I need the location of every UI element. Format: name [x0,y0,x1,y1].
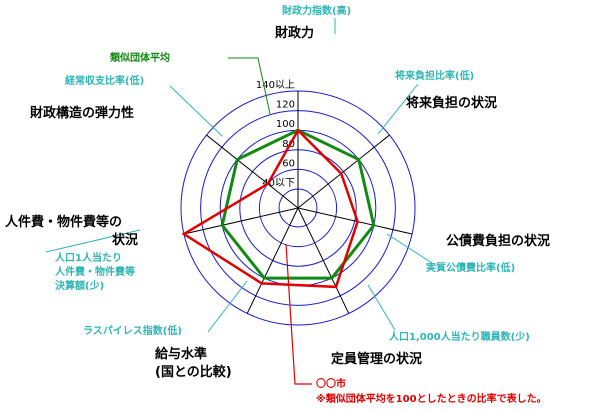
axis-title: 財政構造の弾力性 [29,105,134,121]
series-line-city [181,128,359,289]
indicator-arrow [45,229,141,253]
indicator-label: 人口1人当たり人件費・物件費等決算額(少) [55,251,135,292]
axis-title: 将来負担の状況 [406,95,497,111]
series-line-average [220,128,376,280]
indicator-arrow [207,280,248,333]
axis-title: 定員管理の状況 [330,351,422,367]
axis-title: 公債費負担の状況 [446,233,550,249]
tick-label-group: 40以下 60 80 100 120 140以上 [256,79,295,189]
legend-leader-city [285,243,312,385]
indicator-arrow [386,233,433,264]
axis-title: 財政力 [274,25,314,41]
spoke-line [297,207,350,314]
footnote: ※類似団体平均を100としたときの比率で表した。 [316,392,547,405]
indicator-label: 実質公債費比率(低) [426,261,515,274]
indicator-label: ラスパイレス指数(低) [83,324,182,337]
indicator-label: 経常収支比率(低) [65,74,144,87]
spoke-line [297,207,413,235]
spoke-group [183,91,413,314]
indicator-label: 人口1,000人当たり職員数(少) [389,330,530,343]
tick-label: 40以下 [262,178,295,189]
spoke-line [246,207,299,314]
legend-label-city: 〇〇市 [316,377,346,390]
tick-label: 120 [276,100,295,111]
tick-label: 60 [282,158,295,169]
indicator-label: 財政力指数(高) [281,4,351,17]
spoke-line [297,134,390,209]
legend-label-average: 類似団体平均 [109,51,170,64]
spoke-line [183,207,299,235]
tick-label: 80 [282,139,295,150]
spoke-line [206,134,299,209]
axis-title: 給与水準(国との比較) [155,346,232,380]
tick-label: 100 [276,119,295,130]
indicator-group: 財政力指数(高) 将来負担比率(低) 実質公債費比率(低) 人口1,000人当たり職員… [45,4,530,343]
tick-label: 140以上 [256,79,295,91]
series-group [181,128,376,289]
indicator-arrow [367,284,396,331]
indicator-arrow [169,85,223,137]
indicator-label: 将来負担比率(低) [395,69,474,82]
indicator-arrow [377,83,419,135]
legend-leader-average [228,57,271,115]
axis-title: 人件費・物件費等の状況 [5,214,138,248]
